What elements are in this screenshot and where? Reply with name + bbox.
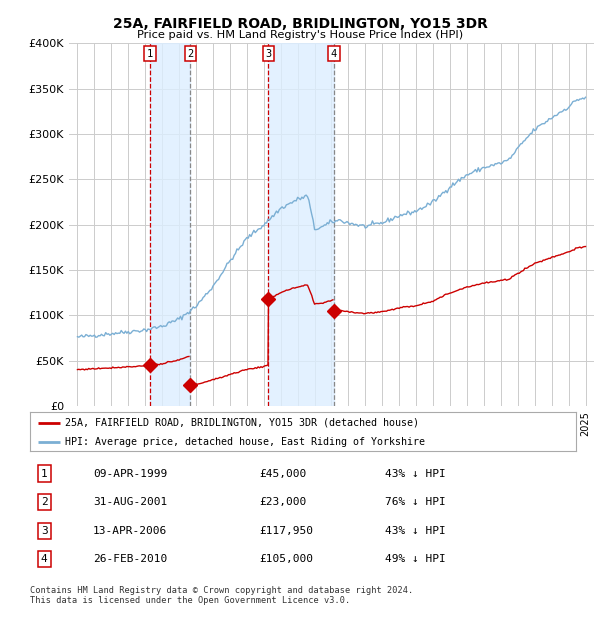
Text: HPI: Average price, detached house, East Riding of Yorkshire: HPI: Average price, detached house, East…	[65, 436, 425, 446]
Text: 2: 2	[41, 497, 47, 507]
Text: £105,000: £105,000	[259, 554, 313, 564]
Bar	[150, 43, 190, 406]
Text: 4: 4	[331, 49, 337, 59]
Text: £117,950: £117,950	[259, 526, 313, 536]
Text: 25A, FAIRFIELD ROAD, BRIDLINGTON, YO15 3DR (detached house): 25A, FAIRFIELD ROAD, BRIDLINGTON, YO15 3…	[65, 418, 419, 428]
Text: 26-FEB-2010: 26-FEB-2010	[93, 554, 167, 564]
Text: Price paid vs. HM Land Registry's House Price Index (HPI): Price paid vs. HM Land Registry's House …	[137, 30, 463, 40]
Text: 13-APR-2006: 13-APR-2006	[93, 526, 167, 536]
Text: 43% ↓ HPI: 43% ↓ HPI	[385, 469, 446, 479]
Text: 25A, FAIRFIELD ROAD, BRIDLINGTON, YO15 3DR: 25A, FAIRFIELD ROAD, BRIDLINGTON, YO15 3…	[113, 17, 487, 30]
Bar	[268, 43, 334, 406]
Text: 76% ↓ HPI: 76% ↓ HPI	[385, 497, 446, 507]
Text: 4: 4	[41, 554, 47, 564]
Text: 3: 3	[265, 49, 272, 59]
Text: 49% ↓ HPI: 49% ↓ HPI	[385, 554, 446, 564]
Text: Contains HM Land Registry data © Crown copyright and database right 2024.
This d: Contains HM Land Registry data © Crown c…	[30, 586, 413, 605]
Text: 3: 3	[41, 526, 47, 536]
Text: 31-AUG-2001: 31-AUG-2001	[93, 497, 167, 507]
Text: 43% ↓ HPI: 43% ↓ HPI	[385, 526, 446, 536]
Text: 1: 1	[41, 469, 47, 479]
Text: 1: 1	[146, 49, 153, 59]
Text: 09-APR-1999: 09-APR-1999	[93, 469, 167, 479]
Text: £45,000: £45,000	[259, 469, 307, 479]
Text: £23,000: £23,000	[259, 497, 307, 507]
Text: 2: 2	[187, 49, 193, 59]
